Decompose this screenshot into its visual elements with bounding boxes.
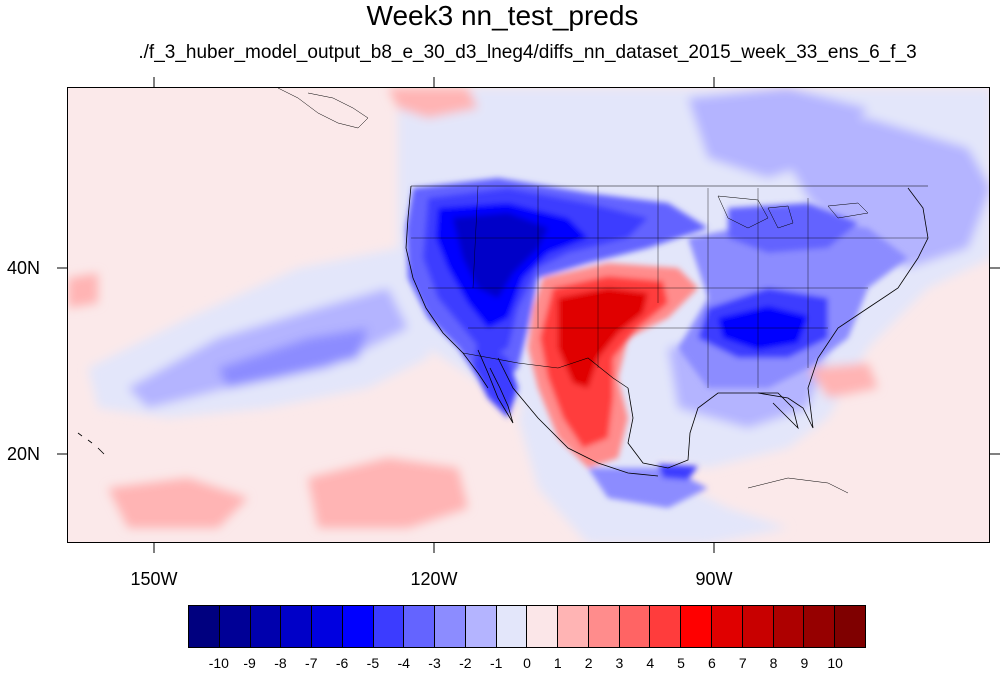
colorbar-label: -6 [335,655,349,671]
colorbar-swatch [804,606,836,647]
colorbar-swatch [773,606,805,647]
colorbar-swatch [650,606,682,647]
colorbar-swatch [342,606,374,647]
colorbar-swatch [189,606,220,647]
colorbar-swatch [742,606,774,647]
colorbar-swatch [835,606,865,647]
colorbar [188,605,866,648]
colorbar-swatch [250,606,282,647]
colorbar-label: 4 [646,655,655,671]
colorbar-label: 7 [738,655,747,671]
colorbar-swatch [312,606,343,647]
colorbar-label: -10 [208,655,229,671]
colorbar-label: 0 [523,655,531,671]
colorbar-swatch [465,606,497,647]
colorbar-label: 9 [800,655,809,671]
colorbar-swatch [435,606,466,647]
colorbar-label: 3 [615,655,624,671]
colorbar-swatch [373,606,405,647]
colorbar-labels: -10 -9 -8 -7 -6 -5 -4 -3 -2 -1 0 1 2 3 4 5 6 7 8 9 10 [188,655,866,673]
lon-label-90w: 90W [695,569,733,589]
colorbar-label: -7 [305,655,318,671]
lat-label-40n: 40N [6,258,40,278]
colorbar-swatch [281,606,313,647]
colorbar-swatch [527,606,559,647]
colorbar-label: -9 [243,655,256,671]
colorbar-label: 5 [677,655,685,671]
colorbar-label: -3 [428,655,441,671]
colorbar-swatch [404,606,436,647]
colorbar-label: -2 [459,655,472,671]
colorbar-swatch [619,606,651,647]
map-panel [67,87,990,543]
colorbar-label: 6 [708,655,716,671]
colorbar-label: -5 [366,655,380,671]
colorbar-label: 2 [584,655,593,671]
colorbar-swatch [588,606,620,647]
colorbar-swatches [188,605,866,648]
colorbar-label: -4 [397,655,410,671]
colorbar-label: 10 [827,655,843,671]
lon-label-120w: 120W [410,569,458,589]
colorbar-swatch [712,606,743,647]
plot-subtitle: ./f_3_huber_model_output_b8_e_30_d3_lneg… [138,42,917,63]
plot-title: Week3 nn_test_preds [366,0,639,31]
colorbar-label: -1 [489,655,503,671]
colorbar-swatch [681,606,713,647]
lat-label-20n: 20N [6,444,40,464]
colorbar-swatch [219,606,251,647]
coastlines-and-borders [77,88,929,494]
lon-label-150w: 150W [130,569,178,589]
colorbar-swatch [496,606,528,647]
colorbar-label: 1 [553,655,562,671]
colorbar-label: -8 [274,655,287,671]
shaded-field-strong [406,178,908,508]
map-canvas [68,88,989,542]
colorbar-label: 8 [769,655,778,671]
colorbar-swatch [558,606,589,647]
